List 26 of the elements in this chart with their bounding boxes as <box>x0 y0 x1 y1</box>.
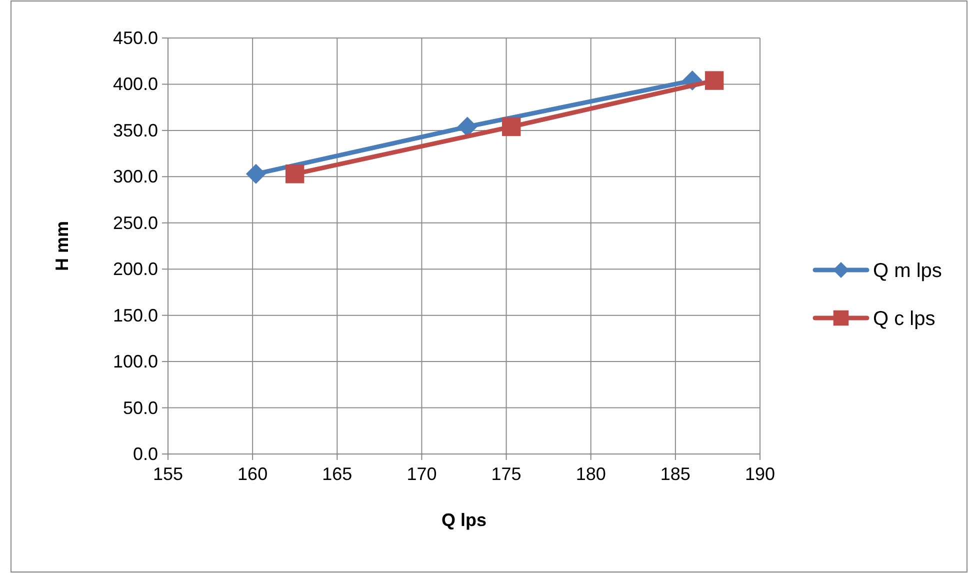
y-tick-label: 200.0 <box>112 259 158 280</box>
x-tick-label: 190 <box>744 464 776 484</box>
point <box>286 164 304 184</box>
y-axis-title: H mm <box>52 220 72 272</box>
legend-label: Q c lps <box>873 308 936 330</box>
point <box>704 71 724 90</box>
point <box>246 164 266 184</box>
y-tick-label: 0.0 <box>132 444 158 464</box>
y-tick-label: 100.0 <box>112 352 158 372</box>
x-axis-title: Q lps <box>441 510 487 530</box>
x-tick-label: 165 <box>322 464 352 484</box>
x-tick-label: 185 <box>660 464 690 484</box>
legend-label: Q m lps <box>873 260 942 282</box>
y-tick-label: 450.0 <box>112 28 158 48</box>
x-tick-label: 175 <box>491 464 522 484</box>
x-tick-label: 155 <box>152 464 184 484</box>
y-tick-label: 400.0 <box>112 74 158 94</box>
y-tick-label: 350.0 <box>112 120 158 140</box>
x-tick-label: 180 <box>576 464 606 484</box>
y-tick-label: 150.0 <box>112 305 158 326</box>
y-tick-label: 250.0 <box>112 212 158 233</box>
x-tick-label: 170 <box>406 464 437 484</box>
y-tick-label: 50.0 <box>122 398 158 418</box>
point <box>502 117 521 136</box>
y-tick-label: 300.0 <box>112 166 158 187</box>
x-tick-label: 160 <box>238 464 268 484</box>
